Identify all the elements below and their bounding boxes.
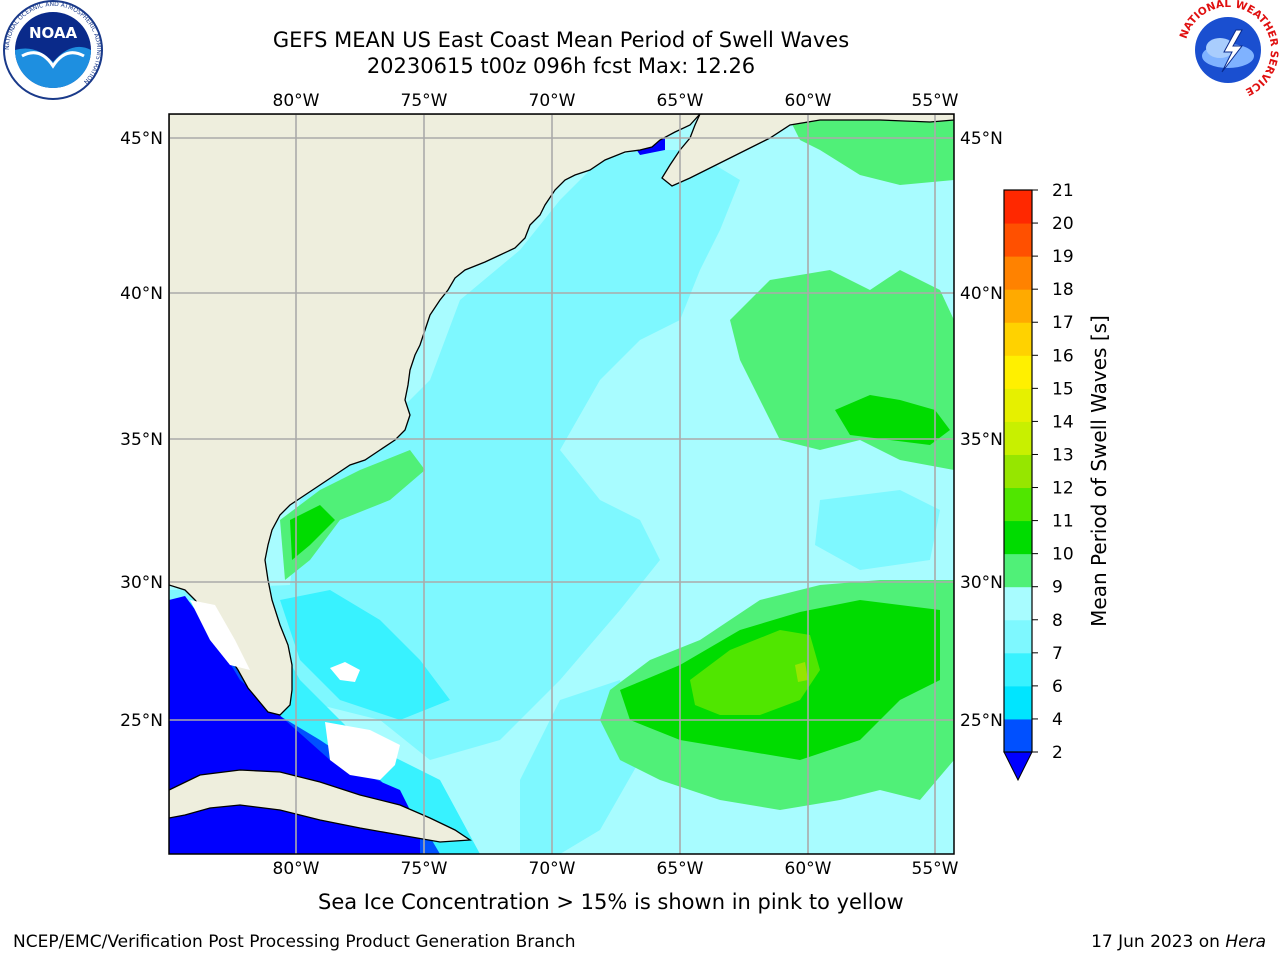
land-mainland — [169, 114, 701, 716]
lon-label-bottom: 70°W — [529, 859, 576, 879]
colorbar-segment — [1004, 487, 1032, 522]
lat-label-left: 40°N — [120, 284, 163, 304]
colorbar-segment — [1004, 652, 1032, 687]
map-subtitle: 20230615 t00z 096h fcst Max: 12.26 — [366, 54, 756, 78]
colorbar-segment — [1004, 454, 1032, 489]
lon-labels-bottom: 80°W 75°W 70°W 65°W 60°W 55°W — [273, 859, 959, 879]
colorbar-segment — [1004, 388, 1032, 422]
footer-credit: NCEP/EMC/Verification Post Processing Pr… — [13, 932, 576, 952]
colorbar-tick-label: 17 — [1052, 313, 1074, 333]
colorbar: 2 4 6 7 8 9 10 11 12 13 14 15 16 17 18 19 20 21 — [1003, 181, 1074, 782]
colorbar-under-arrow — [1003, 751, 1033, 782]
colorbar-tick-label: 11 — [1052, 512, 1074, 532]
nws-logo: NATIONAL WEATHER SERVICE — [1178, 0, 1280, 99]
colorbar-segment — [1004, 289, 1032, 323]
swell-field — [169, 114, 954, 854]
colorbar-segment — [1004, 718, 1032, 753]
footer-host: Hera — [1225, 932, 1266, 952]
footer-date: 17 Jun 2023 on Hera — [1091, 932, 1266, 952]
map-frame — [168, 113, 955, 855]
colorbar-tick-label: 10 — [1052, 545, 1074, 565]
lat-label-right: 25°N — [960, 711, 1003, 731]
lat-label-right: 35°N — [960, 430, 1003, 450]
colorbar-segment — [1004, 223, 1032, 257]
colorbar-tick-label: 2 — [1052, 743, 1063, 763]
lon-label-bottom: 55°W — [912, 859, 959, 879]
lat-label-left: 30°N — [120, 573, 163, 593]
colorbar-tick-label: 18 — [1052, 280, 1074, 300]
colorbar-tick-label: 8 — [1052, 611, 1063, 631]
swell-zone-11-12 — [690, 630, 820, 715]
swell-zone-10-11-coast — [290, 505, 335, 560]
lon-label-bottom: 75°W — [401, 859, 448, 879]
sea-ice-note: Sea Ice Concentration > 15% is shown in … — [318, 890, 904, 914]
lat-labels-right: 45°N 40°N 35°N 30°N 25°N — [960, 129, 1003, 731]
colorbar-segment — [1004, 586, 1032, 621]
colorbar-segment — [1004, 190, 1032, 224]
lat-label-right: 40°N — [960, 284, 1003, 304]
colorbar-segment — [1004, 685, 1032, 720]
colorbar-segment — [1004, 421, 1032, 455]
florida-shoal — [190, 600, 250, 670]
map-title: GEFS MEAN US East Coast Mean Period of S… — [272, 28, 850, 52]
swell-zone-9-10-top — [790, 114, 954, 185]
colorbar-tick-label: 13 — [1052, 445, 1074, 465]
colorbar-tick-label: 20 — [1052, 214, 1074, 234]
colorbar-label: Mean Period of Swell Waves [s] — [1087, 315, 1111, 627]
colorbar-tick-label: 15 — [1052, 379, 1074, 399]
colorbar-segment — [1004, 355, 1032, 389]
colorbar-tick-label: 7 — [1052, 644, 1063, 664]
lon-label-top: 60°W — [785, 91, 832, 111]
lon-labels-top: 80°W 75°W 70°W 65°W 60°W 55°W — [273, 91, 959, 111]
swell-zone-10-11-ne — [835, 395, 950, 445]
footer-date-text: 17 Jun 2023 on — [1091, 932, 1226, 952]
colorbar-segment — [1004, 553, 1032, 588]
swell-zone-9-10-coast — [280, 450, 425, 580]
lon-label-top: 75°W — [401, 91, 448, 111]
bahamas-shoal-2 — [325, 722, 400, 780]
colorbar-tick-label: 16 — [1052, 346, 1074, 366]
lat-label-left: 25°N — [120, 711, 163, 731]
lat-label-right: 45°N — [960, 129, 1003, 149]
colorbar-tick-label: 9 — [1052, 578, 1063, 598]
colorbar-tick-label: 21 — [1052, 181, 1074, 201]
lon-label-bottom: 60°W — [785, 859, 832, 879]
colorbar-segment — [1004, 256, 1032, 290]
colorbar-tick-label: 14 — [1052, 412, 1074, 432]
lon-label-top: 55°W — [912, 91, 959, 111]
noaa-logo: NATIONAL OCEANIC AND ATMOSPHERIC ADMINIS… — [3, 0, 103, 100]
swell-zone-6-7 — [280, 590, 450, 720]
lat-label-left: 35°N — [120, 430, 163, 450]
noaa-text: NOAA — [29, 24, 78, 42]
lon-label-bottom: 80°W — [273, 859, 320, 879]
land-cuba — [169, 769, 472, 843]
colorbar-tick-label: 6 — [1052, 677, 1063, 697]
colorbar-tick-label: 12 — [1052, 479, 1074, 499]
colorbar-segment — [1004, 619, 1032, 654]
lat-label-right: 30°N — [960, 573, 1003, 593]
lat-label-left: 45°N — [120, 129, 163, 149]
lon-label-top: 65°W — [657, 91, 704, 111]
lon-label-bottom: 65°W — [657, 859, 704, 879]
colorbar-segment — [1004, 520, 1032, 555]
swell-zone-cyan-3 — [815, 490, 940, 570]
lon-label-top: 70°W — [529, 91, 576, 111]
colorbar-tick-label: 19 — [1052, 247, 1074, 267]
colorbar-segment — [1004, 322, 1032, 356]
swell-zone-12-13 — [795, 662, 808, 682]
graticule — [169, 114, 954, 854]
lon-label-top: 80°W — [273, 91, 320, 111]
colorbar-outline — [1003, 189, 1033, 753]
lat-labels-left: 45°N 40°N 35°N 30°N 25°N — [120, 129, 163, 731]
bahamas-shoal — [330, 662, 360, 682]
colorbar-tick-label: 4 — [1052, 710, 1063, 730]
colorbar-label-wrap: Mean Period of Swell Waves [s] — [1084, 190, 1114, 752]
